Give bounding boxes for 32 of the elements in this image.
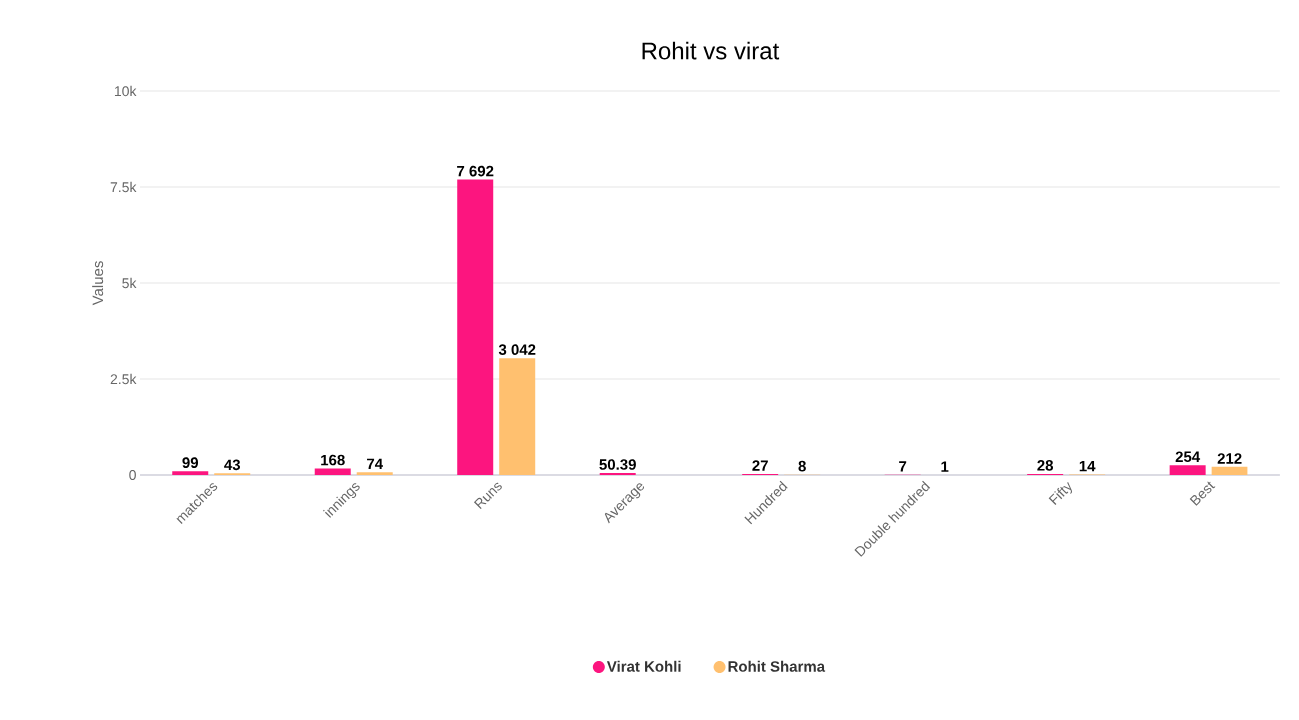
chart-title: Rohit vs virat (642, 41, 780, 60)
y-tick-label: 5k (122, 277, 137, 289)
y-tick-label: 0 (129, 470, 136, 480)
bar (457, 179, 494, 475)
bar (356, 472, 393, 475)
data-label: 43 (224, 459, 241, 471)
data-label: 254 (1175, 451, 1201, 463)
bar (172, 471, 209, 475)
data-label: 99 (182, 457, 199, 468)
bar (1211, 466, 1248, 475)
y-axis-title: Values (92, 261, 104, 306)
legend-label: Virat Kohli (606, 660, 681, 672)
data-label: 7 (899, 461, 907, 472)
data-label: 3 042 (498, 344, 536, 355)
data-label: 27 (752, 460, 768, 471)
x-tick-label: Fifty (1048, 481, 1072, 506)
bar (1169, 465, 1206, 475)
y-tick-label: 2.5k (110, 373, 137, 385)
data-label: 212 (1217, 453, 1242, 464)
y-tick-label: 10k (114, 85, 137, 97)
y-tick-label: 7.5k (110, 181, 137, 193)
data-label: 28 (1037, 460, 1054, 471)
data-label: 14 (1079, 460, 1096, 472)
data-label: 8 (798, 460, 806, 472)
bar (314, 468, 351, 475)
bar (499, 358, 536, 475)
data-label: 50.39 (599, 459, 636, 470)
data-label: 74 (367, 458, 383, 469)
data-label: 168 (321, 454, 345, 466)
data-label: 7 692 (457, 165, 494, 177)
data-label: 1 (941, 461, 949, 472)
legend-label: Rohit Sharma (728, 660, 826, 672)
